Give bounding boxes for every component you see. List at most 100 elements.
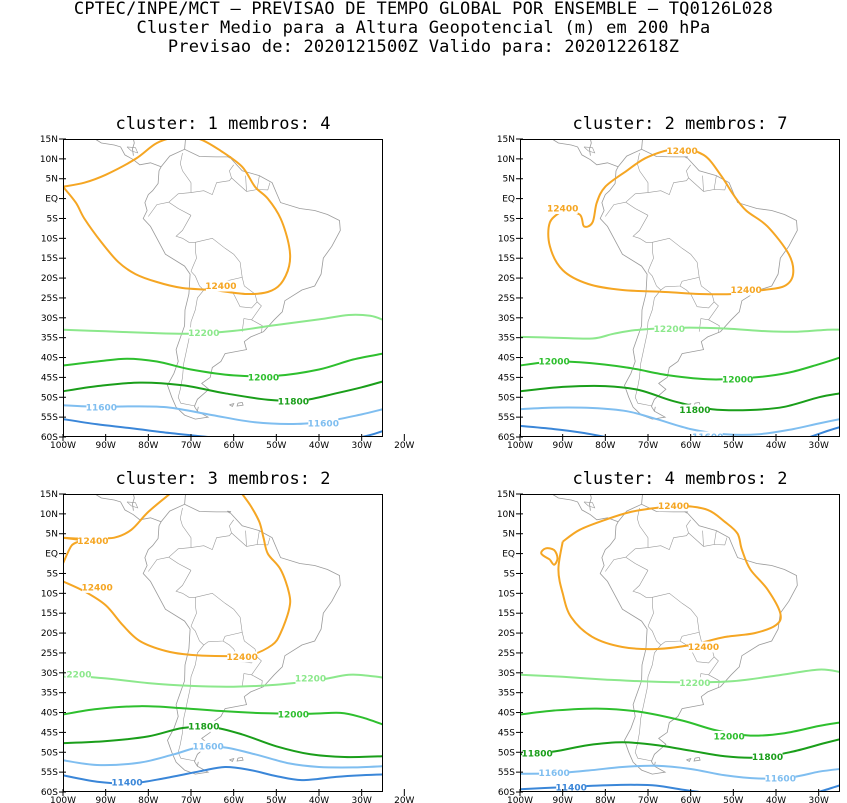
contour-12400 <box>63 494 292 658</box>
coastline <box>184 494 186 505</box>
contour-11400 <box>818 784 840 792</box>
y-tick-label: 5N <box>46 175 58 185</box>
coastline <box>197 761 199 767</box>
x-tick-label: 40W <box>766 796 786 803</box>
coastline <box>589 494 592 511</box>
island <box>126 501 139 509</box>
y-tick-label: 15N <box>40 490 58 500</box>
y-tick-label: 10S <box>41 589 58 599</box>
contour-11800 <box>520 738 840 759</box>
y-tick-label: 55S <box>498 413 515 423</box>
contour-label-bg <box>688 641 719 653</box>
country-border <box>698 301 719 332</box>
map-layer <box>94 494 341 775</box>
x-tick-label: 70W <box>638 796 658 803</box>
coastline <box>236 756 244 762</box>
contour-12400 <box>547 147 795 296</box>
country-border <box>195 592 243 646</box>
y-tick-label: 10N <box>497 510 515 520</box>
y-tick-label: 10N <box>40 155 58 165</box>
y-tick-label: 60S <box>498 433 515 443</box>
country-border <box>222 632 258 664</box>
panel-4-map: 12400 12400 12200 12000 11800 11800 11600 11600… <box>497 490 840 803</box>
y-tick-label: 20S <box>41 274 58 284</box>
x-tick-label: 30W <box>809 441 829 451</box>
contour-label-11400: 11400 <box>111 779 142 789</box>
y-tick-label: 15S <box>41 254 58 264</box>
contour-11800 <box>63 380 383 402</box>
y-tick-label: EQ <box>45 195 58 205</box>
y-tick-label: 45S <box>498 728 515 738</box>
contour-12000 <box>63 352 383 378</box>
contour-label-12400: 12400 <box>730 286 761 296</box>
y-tick-label: 50S <box>41 393 58 403</box>
country-border <box>647 164 691 196</box>
x-tick-label: 70W <box>638 441 658 451</box>
coastline <box>599 148 798 420</box>
contour-label-12400: 12400 <box>666 147 697 157</box>
country-border <box>256 530 260 545</box>
y-tick-label: 5S <box>47 215 59 225</box>
y-tick-label: 10N <box>40 510 58 520</box>
contour-label-11600: 11600 <box>538 769 569 779</box>
coastline <box>551 139 619 168</box>
contour-label-12400: 12400 <box>547 205 578 215</box>
contour-12400 <box>557 504 782 651</box>
contour-label-12400: 12400 <box>205 282 236 292</box>
contour-label-12400: 12400 <box>227 653 258 663</box>
x-tick-label: 80W <box>138 796 158 803</box>
contour-label-bg <box>248 371 279 383</box>
contour-label-bg <box>667 145 698 157</box>
y-tick-label: 20S <box>498 629 515 639</box>
y-tick-label: 35S <box>498 689 515 699</box>
country-border <box>148 201 169 217</box>
x-tick-label: 100W <box>507 441 533 451</box>
x-tick-label: 40W <box>766 441 786 451</box>
country-border <box>245 530 247 547</box>
contour-layer: 12400 12400 12200 12000 11800 11800 11600 11600… <box>520 500 840 792</box>
y-tick-label: 25S <box>498 294 515 304</box>
contour-11600 <box>520 764 840 780</box>
y-tick-label: 45S <box>41 728 58 738</box>
country-border <box>241 301 262 332</box>
map-frame <box>520 139 840 437</box>
contour-label-bg <box>77 535 108 547</box>
y-tick-label: 15N <box>497 490 515 500</box>
map-frame <box>63 494 383 792</box>
x-tick-label: 60W <box>224 796 244 803</box>
coastline <box>197 406 199 412</box>
contour-label-bg <box>188 327 219 339</box>
coastline <box>132 139 135 156</box>
island <box>583 501 596 509</box>
x-tick-label: 80W <box>595 796 615 803</box>
contour-label-bg <box>188 720 219 732</box>
y-tick-label: 50S <box>41 748 58 758</box>
y-tick-label: 10S <box>41 234 58 244</box>
contour-12400 <box>63 139 292 296</box>
contour-label-bg <box>714 730 745 742</box>
contour-label-12400: 12400 <box>77 537 108 547</box>
country-border <box>168 201 192 216</box>
x-tick-label: 20W <box>394 441 414 451</box>
country-border <box>148 556 169 572</box>
contour-label-11800: 11800 <box>752 753 783 763</box>
contour-label-12200: 12200 <box>295 675 326 685</box>
contour-label-11600: 11600 <box>86 403 117 413</box>
country-border <box>190 164 234 196</box>
contour-label-bg <box>654 323 685 335</box>
contour-11400 <box>63 418 209 437</box>
y-tick-label: 55S <box>41 413 58 423</box>
island <box>126 146 139 154</box>
y-tick-label: 15N <box>40 135 58 145</box>
y-tick-label: 40S <box>41 354 58 364</box>
island <box>583 146 596 154</box>
x-tick-label: 90W <box>553 796 573 803</box>
country-border <box>634 626 662 762</box>
country-border <box>634 271 662 407</box>
country-border <box>190 519 234 551</box>
country-border <box>652 592 700 646</box>
x-tick-label: 80W <box>138 441 158 451</box>
contour-label-bg <box>731 284 762 296</box>
panel-3-title: cluster: 3 membros: 2 <box>115 469 331 489</box>
coastline <box>641 139 643 150</box>
